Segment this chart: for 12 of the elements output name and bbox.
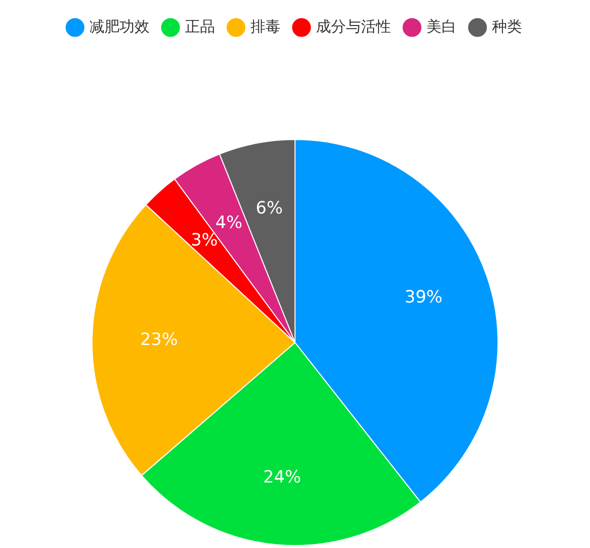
data-label: 23% bbox=[140, 330, 178, 350]
data-label: 3% bbox=[190, 230, 218, 251]
legend-label: 排毒 bbox=[250, 17, 280, 36]
legend-label: 正品 bbox=[185, 17, 215, 36]
legend-label: 种类 bbox=[492, 17, 522, 36]
data-label: 4% bbox=[215, 213, 242, 234]
legend-label: 成分与活性 bbox=[316, 17, 391, 36]
data-label: 39% bbox=[404, 287, 442, 308]
legend-label: 美白 bbox=[426, 17, 456, 36]
data-label: 24% bbox=[263, 467, 301, 488]
data-label: 6% bbox=[256, 198, 283, 218]
legend-label: 减肥功效 bbox=[90, 17, 150, 36]
